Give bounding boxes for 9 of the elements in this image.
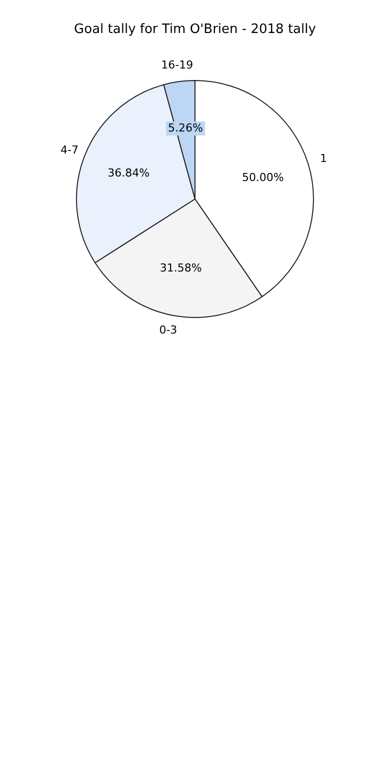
chart-title: Goal tally for Tim O'Brien - 2018 tally — [73, 22, 317, 37]
data-label: 31.58% — [160, 262, 202, 275]
slice-label: 4-7 — [60, 143, 78, 156]
slice-label: 16-19 — [161, 58, 194, 72]
data-label: 50.00% — [242, 170, 284, 184]
data-label: 36.84% — [108, 166, 150, 180]
slice-label: 0-3 — [159, 324, 178, 337]
slice-label: 1 — [320, 152, 327, 166]
data-label: 5.26% — [168, 121, 204, 134]
